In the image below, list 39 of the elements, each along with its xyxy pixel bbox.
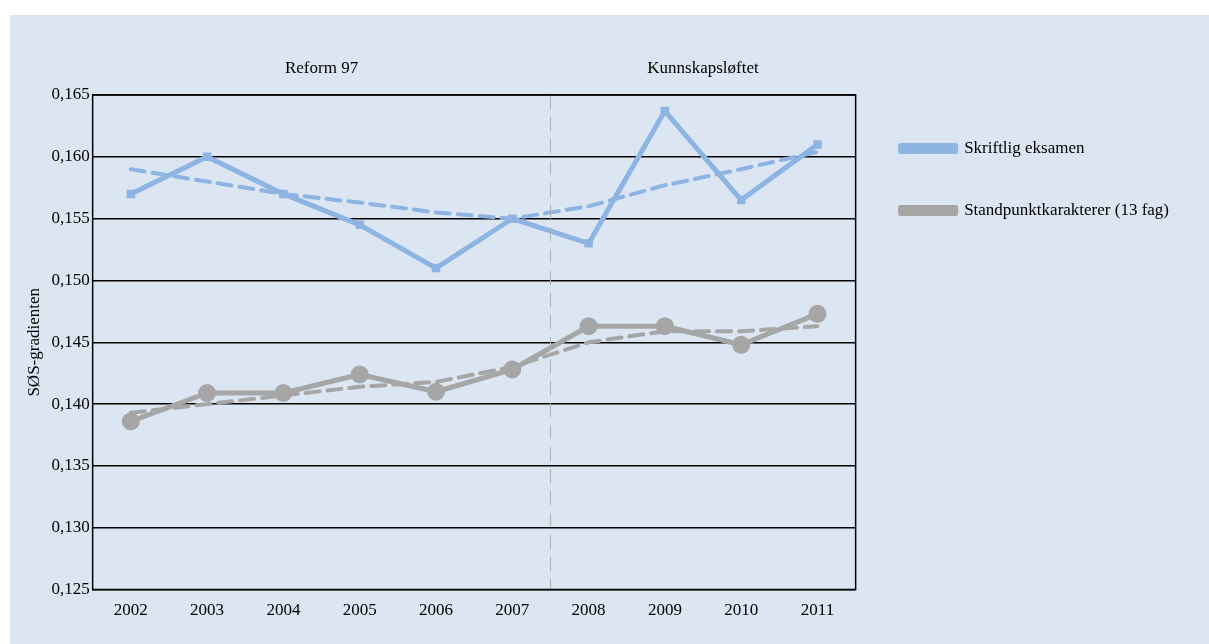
point — [813, 140, 822, 149]
x-tick-label: 2009 — [647, 600, 682, 620]
x-tick-label: 2002 — [113, 600, 148, 620]
point — [274, 384, 293, 402]
y-tick-label: 0,130 — [51, 517, 90, 537]
x-tick-label: 2010 — [724, 600, 759, 620]
point — [198, 384, 217, 402]
y-axis-title: SØS-gradienten — [23, 287, 43, 397]
point — [579, 317, 598, 336]
legend-label: Skriftlig eksamen — [964, 137, 1086, 157]
point — [732, 335, 751, 354]
legend-label: Standpunktkarakterer (13 fag) — [964, 199, 1170, 219]
point — [279, 189, 288, 199]
point — [508, 214, 517, 223]
x-tick-label: 2008 — [571, 600, 606, 620]
point — [350, 365, 369, 384]
text: Kunnskapsløftet — [647, 58, 760, 77]
text: Reform 97 — [284, 58, 359, 77]
x-tick-label: 2003 — [190, 600, 225, 620]
x-tick-label: 2007 — [495, 600, 530, 620]
point — [808, 304, 827, 323]
y-tick-label: 0,125 — [51, 579, 90, 599]
point — [355, 220, 364, 230]
point — [503, 360, 522, 379]
x-tick-label: 2004 — [266, 600, 301, 620]
point — [121, 412, 140, 431]
y-tick-label: 0,150 — [51, 269, 90, 289]
y-tick-label: 0,160 — [51, 146, 90, 166]
y-tick-label: 0,165 — [51, 84, 90, 104]
y-tick-label: 0,135 — [51, 455, 90, 475]
point — [584, 239, 593, 248]
point — [426, 382, 445, 401]
y-tick-label: 0,155 — [51, 208, 90, 228]
point — [655, 317, 674, 336]
x-tick-label: 2006 — [418, 600, 453, 620]
y-tick-label: 0,140 — [51, 393, 90, 413]
x-tick-label: 2005 — [342, 600, 377, 620]
x-tick-label: 2011 — [800, 600, 835, 620]
y-tick-label: 0,145 — [51, 331, 90, 351]
